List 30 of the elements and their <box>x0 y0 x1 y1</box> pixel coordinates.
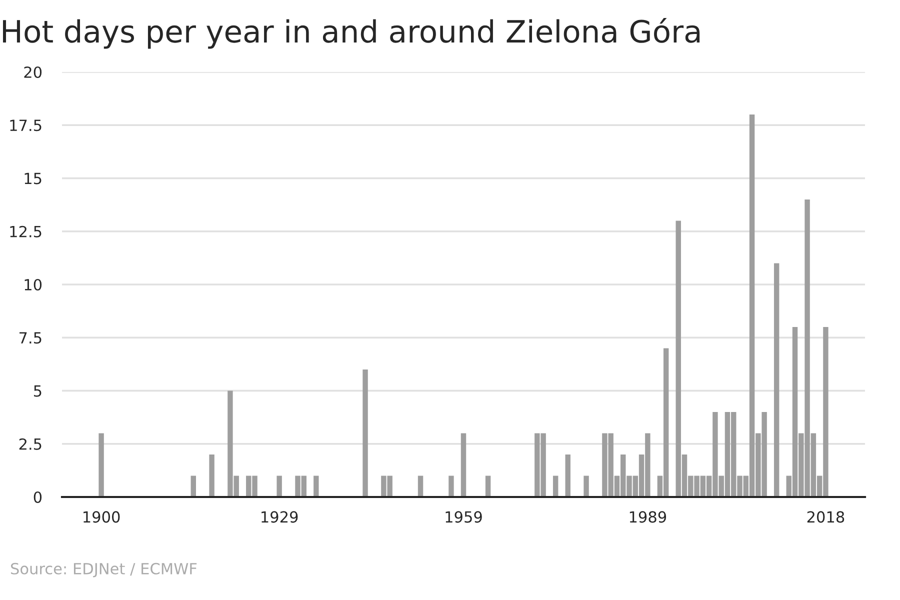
bar <box>485 476 491 497</box>
bar <box>774 263 780 497</box>
bar <box>276 476 282 497</box>
bar <box>418 476 424 497</box>
bar <box>460 433 466 497</box>
y-tick-label: 12.5 <box>10 226 42 238</box>
bar <box>584 476 589 497</box>
chart-title: Hot days per year in and around Zielona Góra <box>3 18 700 49</box>
x-tick-label: 1989 <box>630 511 666 523</box>
y-tick-label: 7.5 <box>20 332 42 344</box>
bar <box>565 454 570 497</box>
x-tick-label: 1900 <box>84 511 120 523</box>
bar <box>190 476 196 497</box>
bar <box>209 454 214 497</box>
x-tick-label: 1929 <box>262 511 298 523</box>
bar <box>98 433 104 497</box>
x-tick-label: 1959 <box>446 511 482 523</box>
bar <box>448 476 454 497</box>
y-tick-label: 5 <box>34 385 42 397</box>
y-tick-label: 0 <box>34 491 42 504</box>
y-tick-label: 2.5 <box>19 438 42 450</box>
source-note: Source: EDJNet / ECMWF <box>11 562 197 578</box>
bar <box>552 476 558 497</box>
bar <box>362 370 368 497</box>
y-tick-label: 10 <box>24 278 42 291</box>
y-tick-label: 17.5 <box>10 120 42 132</box>
y-tick-label: 20 <box>24 66 42 78</box>
bar <box>314 476 319 497</box>
x-tick-label: 2018 <box>807 511 844 523</box>
y-tick-label: 15 <box>24 172 42 184</box>
